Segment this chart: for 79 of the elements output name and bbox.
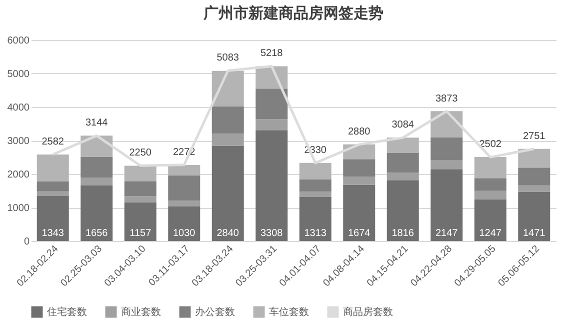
legend-label: 办公套数 xyxy=(195,306,235,318)
data-label: 5083 xyxy=(216,52,240,64)
bar xyxy=(256,88,288,120)
y-tick-label: 1000 xyxy=(7,203,30,214)
data-label: 1157 xyxy=(130,228,152,239)
bar xyxy=(474,157,506,178)
bar xyxy=(212,146,244,241)
bar xyxy=(299,197,332,241)
bar xyxy=(474,199,506,241)
bar xyxy=(36,181,69,192)
data-label: 1656 xyxy=(86,228,108,239)
data-label: 1816 xyxy=(392,228,414,239)
data-label: 1674 xyxy=(348,228,371,239)
data-label: 1471 xyxy=(523,228,546,239)
data-label: 3308 xyxy=(260,228,284,239)
y-tick-label: 4000 xyxy=(7,102,30,114)
bar xyxy=(343,184,376,241)
bar xyxy=(36,196,69,241)
data-label: 2502 xyxy=(479,139,502,150)
data-label: 3084 xyxy=(392,120,414,131)
chart-title: 广州市新建商品房网签走势 xyxy=(202,4,384,22)
bar xyxy=(518,168,550,186)
bar xyxy=(124,166,156,182)
bar xyxy=(256,130,288,241)
y-tick-label: 0 xyxy=(24,236,30,248)
bar xyxy=(36,154,69,182)
bar xyxy=(343,159,376,177)
bar xyxy=(212,134,244,146)
legend-label: 商业套数 xyxy=(121,306,161,318)
bar xyxy=(124,196,156,202)
bar xyxy=(430,137,463,160)
bar xyxy=(474,178,506,191)
data-label: 1313 xyxy=(304,228,327,239)
data-label: 1030 xyxy=(173,228,196,239)
data-label: 2840 xyxy=(216,228,240,239)
bar xyxy=(299,162,332,180)
bar xyxy=(343,176,376,185)
data-label: 3873 xyxy=(436,93,458,104)
bar xyxy=(386,138,419,154)
bar xyxy=(518,192,550,241)
bar xyxy=(80,177,113,186)
bar xyxy=(80,156,113,178)
bar xyxy=(256,119,288,130)
bar xyxy=(168,175,200,201)
data-label: 2880 xyxy=(348,126,371,138)
y-tick-label: 2000 xyxy=(7,170,30,180)
bar xyxy=(168,164,200,176)
bar xyxy=(36,191,69,196)
bar xyxy=(474,190,506,200)
y-tick-label: 6000 xyxy=(7,36,30,46)
bar xyxy=(124,202,156,241)
legend-label: 住宅套数 xyxy=(47,306,87,318)
bar xyxy=(168,206,200,241)
bar xyxy=(518,185,550,192)
data-label: 3144 xyxy=(86,118,108,129)
y-tick-label: 3000 xyxy=(7,136,30,147)
data-label: 5218 xyxy=(260,48,284,60)
data-label: 1247 xyxy=(479,228,502,239)
bar xyxy=(124,181,156,196)
data-label: 2250 xyxy=(129,148,152,159)
data-label: 2147 xyxy=(436,228,458,239)
data-label: 2751 xyxy=(523,130,546,142)
data-label: 1343 xyxy=(42,228,64,239)
bar xyxy=(212,106,244,134)
bar xyxy=(168,200,200,206)
legend-label: 车位套数 xyxy=(269,306,309,318)
data-label: 2582 xyxy=(42,136,64,148)
y-tick-label: 5000 xyxy=(7,69,30,80)
bar xyxy=(518,148,550,168)
legend-label: 商品房套数 xyxy=(343,306,393,318)
bar xyxy=(386,180,419,241)
bar xyxy=(430,160,463,170)
bar xyxy=(80,186,113,241)
bar xyxy=(212,70,244,106)
bar xyxy=(299,179,332,192)
bar xyxy=(430,169,463,241)
bar xyxy=(299,192,332,198)
bar xyxy=(386,172,419,180)
bar xyxy=(386,153,419,173)
